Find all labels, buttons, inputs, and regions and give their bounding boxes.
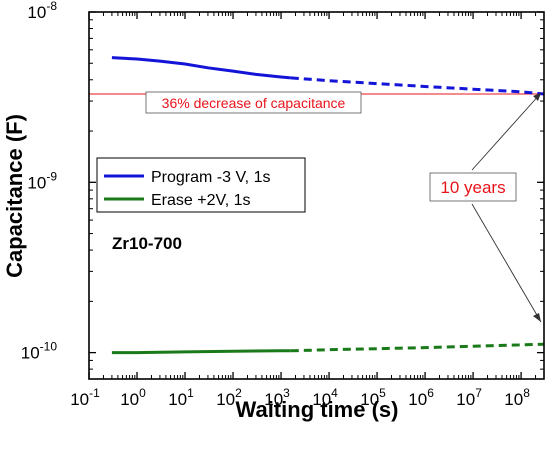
x-tick-label: 100 bbox=[120, 386, 146, 409]
arrow-to-program bbox=[471, 92, 542, 171]
arrowhead-program bbox=[533, 93, 541, 101]
y-tick-label: 10-10 bbox=[21, 340, 58, 363]
reference-label: 36% decrease of capacitance bbox=[162, 95, 346, 111]
y-axis-title: Capacitance (F) bbox=[2, 114, 27, 278]
x-tick-label: 108 bbox=[504, 386, 530, 409]
arrow-to-erase bbox=[471, 203, 542, 323]
x-tick-label: 106 bbox=[408, 386, 434, 409]
y-tick-label: 10-8 bbox=[27, 0, 57, 22]
ten-years-label: 10 years bbox=[440, 178, 505, 197]
series-program-extrapolated bbox=[290, 76, 545, 96]
series-erase-extrapolated bbox=[290, 342, 545, 353]
reference-label-box bbox=[145, 91, 362, 114]
legend: Program -3 V, 1s Erase +2V, 1s bbox=[96, 157, 306, 213]
y-tick-label: 10-9 bbox=[27, 169, 57, 192]
legend-label-erase: Erase +2V, 1s bbox=[151, 192, 250, 209]
ten-years-arrows bbox=[471, 92, 542, 323]
series-erase-measured bbox=[111, 349, 291, 355]
legend-label-program: Program -3 V, 1s bbox=[151, 169, 270, 186]
legend-box bbox=[96, 157, 306, 213]
sample-label: Zr10-700 bbox=[112, 234, 182, 253]
arrowhead-erase bbox=[533, 313, 541, 322]
x-axis-title: Waiting time (s) bbox=[236, 397, 399, 422]
x-tick-label: 107 bbox=[456, 386, 482, 409]
ten-years-box bbox=[429, 172, 517, 202]
series-program-measured bbox=[111, 56, 291, 80]
x-tick-label: 101 bbox=[168, 386, 194, 409]
x-tick-label: 10-1 bbox=[70, 386, 100, 409]
plot-area-frame bbox=[88, 11, 545, 380]
